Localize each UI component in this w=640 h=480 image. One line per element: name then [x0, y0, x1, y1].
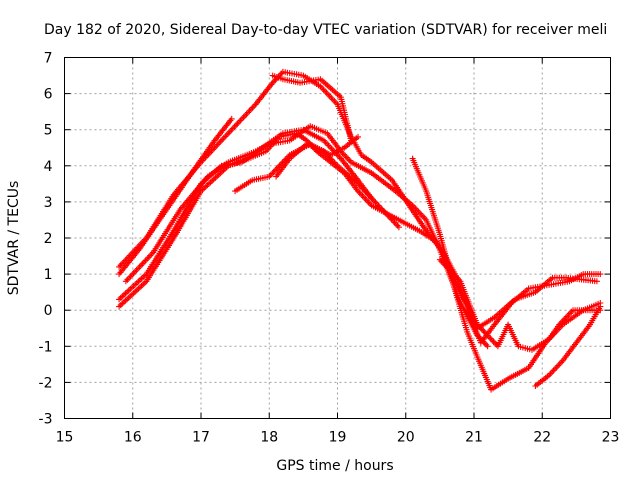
series-track-9 [409, 155, 604, 393]
series-markers [436, 256, 604, 353]
y-tick-label: -3 [39, 412, 53, 428]
x-tick-label: 15 [56, 430, 74, 446]
x-tick-label: 23 [602, 430, 620, 446]
x-tick-label: 16 [124, 430, 142, 446]
series-markers [232, 133, 361, 195]
series-markers [273, 141, 402, 231]
x-tick-label: 18 [260, 430, 278, 446]
series-track-11 [532, 303, 604, 389]
y-tick-label: 6 [44, 87, 53, 103]
x-tick-label: 19 [329, 430, 347, 446]
y-tick-label: 7 [44, 51, 53, 67]
y-tick-label: 5 [44, 123, 53, 139]
axis-ticks [64, 57, 611, 419]
series-markers [532, 303, 604, 389]
series-track-8 [269, 72, 355, 144]
x-axis-title: GPS time / hours [276, 458, 393, 474]
y-axis-title: SDTVAR / TECUs [6, 181, 22, 296]
y-tick-label: 4 [44, 159, 53, 175]
series-track-7 [273, 141, 402, 231]
series-markers [409, 155, 604, 393]
y-tick-label: 3 [44, 195, 53, 211]
y-tick-label: 1 [44, 267, 53, 283]
y-tick-label: 0 [44, 303, 53, 319]
plot-area [116, 68, 604, 393]
x-tick-label: 22 [533, 430, 551, 446]
chart-title: Day 182 of 2020, Sidereal Day-to-day VTE… [44, 22, 607, 38]
y-tick-labels: -3 -2 -1 0 1 2 3 4 5 6 7 [39, 51, 53, 428]
series-line [234, 136, 359, 192]
x-tick-label: 21 [465, 430, 483, 446]
series-markers [269, 72, 355, 144]
y-tick-label: -2 [39, 375, 53, 391]
series-track-6 [232, 133, 361, 195]
y-tick-label: -1 [39, 339, 53, 355]
x-tick-labels: 15 16 17 18 19 20 21 22 23 [56, 430, 620, 446]
y-tick-label: 2 [44, 231, 53, 247]
x-tick-label: 17 [192, 430, 210, 446]
x-tick-label: 20 [397, 430, 415, 446]
series-track-10 [436, 256, 604, 353]
grid [64, 57, 611, 419]
